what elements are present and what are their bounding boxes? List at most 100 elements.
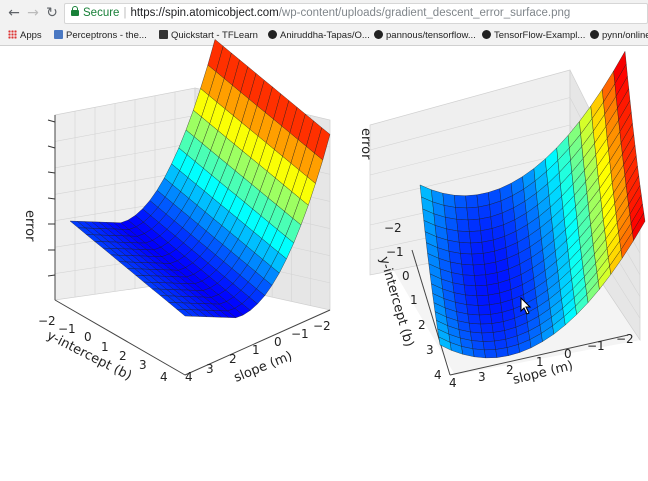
left-y-tick-labels: −2 −1 0 1 2 3 4 xyxy=(38,314,168,384)
right-surface-facet xyxy=(484,349,498,359)
right-surface-facet xyxy=(459,242,472,255)
left-xtick-label: 4 xyxy=(185,370,193,384)
right-surface-facet xyxy=(460,253,474,266)
right-xtick-label: 2 xyxy=(506,363,514,377)
left-ytick-label: −1 xyxy=(58,322,76,336)
right-surface-facet xyxy=(455,207,469,221)
separator: | xyxy=(123,7,127,19)
secure-label: Secure xyxy=(83,7,120,19)
left-y-axis-line xyxy=(54,299,186,376)
right-ytick-label: 1 xyxy=(410,293,418,307)
left-ytick-label: 4 xyxy=(160,370,168,384)
bookmark-pynn[interactable]: pynn/online xyxy=(590,27,648,45)
bookmark-aniruddha[interactable]: Aniruddha-Tapas/O... xyxy=(268,27,370,45)
right-surface-facet xyxy=(476,295,490,306)
right-surface-facet xyxy=(462,274,476,286)
right-surface-facet xyxy=(468,323,483,334)
right-surface-facet xyxy=(472,264,486,276)
right-surface-facet xyxy=(465,294,479,306)
address-bar[interactable]: Secure | https://spin.atomicobject.com/wp-… xyxy=(64,3,648,24)
right-surface-facet xyxy=(632,212,646,242)
right-surface-facet xyxy=(479,314,493,325)
mouse-cursor-icon xyxy=(520,296,532,315)
left-surface-facet xyxy=(176,309,193,317)
right-xtick-label: 0 xyxy=(564,347,572,361)
right-surface-facet xyxy=(470,331,484,342)
left-ytick-label: 0 xyxy=(84,330,92,344)
right-ytick-label: 0 xyxy=(402,269,410,283)
right-y-axis-line xyxy=(411,249,451,376)
right-surface-facet xyxy=(442,192,456,208)
right-gridline xyxy=(369,97,571,151)
left-ytick-label: 2 xyxy=(119,349,127,363)
right-surface-facet xyxy=(495,347,509,358)
right-surface-facet xyxy=(475,285,489,296)
left-error-surface xyxy=(69,39,331,318)
bookmark-pannous[interactable]: pannous/tensorflow... xyxy=(374,27,476,45)
left-xtick-label: 0 xyxy=(274,335,282,349)
reload-icon[interactable]: ↻ xyxy=(46,5,58,21)
right-surface-facet xyxy=(470,242,484,255)
github-icon xyxy=(482,30,491,39)
right-x-tick-labels: 4 3 2 1 0 −1 −2 xyxy=(449,332,634,390)
bookmark-tensorflow-examples[interactable]: TensorFlow-Exampl... xyxy=(482,27,585,45)
right-surface-facet xyxy=(480,228,494,243)
right-xtick-label: 4 xyxy=(449,376,457,390)
right-surface-facet xyxy=(466,206,480,221)
left-surface-plot: error −2 −1 0 1 2 3 4 y-intercept (b) 4 … xyxy=(22,39,331,386)
right-surface-facet xyxy=(467,218,481,232)
forward-icon[interactable]: → xyxy=(27,5,39,21)
right-xtick-label: 3 xyxy=(478,370,486,384)
right-surface-facet xyxy=(466,304,480,316)
right-surface-facet xyxy=(476,192,490,208)
bookmark-perceptrons[interactable]: Perceptrons - the... xyxy=(54,27,147,45)
lock-icon xyxy=(71,6,79,16)
left-xtick-label: 3 xyxy=(206,362,214,376)
left-xlabel: slope (m) xyxy=(232,349,295,386)
right-error-surface xyxy=(419,50,646,359)
left-gridline xyxy=(54,115,196,142)
right-surface-facet xyxy=(482,340,496,351)
right-surface-facet xyxy=(456,219,470,232)
left-gridline xyxy=(54,142,196,169)
github-icon xyxy=(590,30,599,39)
right-y-tick-labels: −2 −1 0 1 2 3 4 xyxy=(384,221,442,382)
right-surface-facet xyxy=(471,253,485,266)
right-ytick-label: 2 xyxy=(418,318,426,332)
right-surface-facet xyxy=(480,323,494,334)
right-xtick-label: −1 xyxy=(587,339,605,353)
right-xtick-label: 1 xyxy=(536,355,544,369)
right-surface-facet xyxy=(469,230,483,244)
right-surface-plot: error −2 −1 0 1 2 3 4 y-intercept (b) 4 … xyxy=(358,50,646,390)
github-icon xyxy=(268,30,277,39)
left-xtick-label: −1 xyxy=(291,327,309,341)
right-surface-facet xyxy=(474,274,488,286)
left-x-axis-line xyxy=(184,309,331,376)
github-icon xyxy=(374,30,383,39)
bookmark-apps[interactable]: Apps xyxy=(8,27,42,45)
left-zlabel: error xyxy=(22,210,37,242)
right-surface-facet xyxy=(465,194,479,209)
right-ytick-label: 3 xyxy=(426,343,434,357)
right-ytick-label: 4 xyxy=(434,368,442,382)
left-ytick-label: 1 xyxy=(101,340,109,354)
right-surface-facet xyxy=(457,230,471,244)
right-surface-facet xyxy=(443,205,457,220)
right-gridline xyxy=(369,152,571,201)
bookmark-quickstart[interactable]: Quickstart - TFLearn xyxy=(159,27,258,45)
url-host: https://spin.atomicobject.com xyxy=(130,7,279,19)
right-surface-facet xyxy=(477,304,491,316)
right-ytick-label: −1 xyxy=(386,245,404,259)
right-surface-facet xyxy=(472,348,486,359)
url-path: /wp-content/uploads/gradient_descent_err… xyxy=(278,7,571,19)
right-surface-facet xyxy=(471,340,485,351)
right-surface-facet xyxy=(464,284,477,296)
right-zlabel: error xyxy=(358,128,373,160)
left-x-tick-labels: 4 3 2 1 0 −1 −2 xyxy=(185,319,331,384)
right-surface-facet xyxy=(467,313,481,325)
left-xtick-label: −2 xyxy=(313,319,331,333)
back-icon[interactable]: ← xyxy=(8,5,20,21)
page-icon xyxy=(54,30,63,39)
left-ytick-label: −2 xyxy=(38,314,56,328)
